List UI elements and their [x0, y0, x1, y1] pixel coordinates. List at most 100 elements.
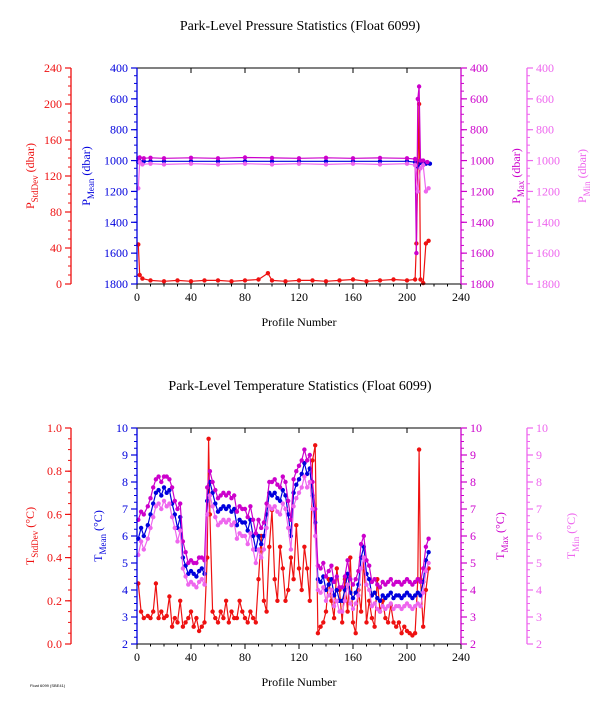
data-point-min	[294, 496, 299, 501]
y-tick-label: 7	[536, 502, 542, 516]
data-point-max	[326, 568, 331, 574]
x-tick-label: 240	[452, 290, 470, 304]
y-axis-label-stddev: TStdDev (°C)	[23, 507, 40, 565]
data-point-stddev	[369, 615, 375, 621]
data-point-mean	[183, 563, 188, 568]
data-point-max	[423, 544, 429, 549]
data-point-mean	[196, 568, 202, 574]
data-point-stddev	[159, 609, 164, 614]
data-point-stddev	[188, 279, 194, 284]
y-tick-label: 1800	[470, 277, 494, 291]
data-point-max	[323, 574, 329, 579]
data-point-mean	[318, 579, 323, 585]
data-point-mean	[286, 512, 291, 517]
data-point-stddev	[213, 615, 218, 621]
y-tick-label: 6	[536, 529, 542, 543]
data-point-max	[264, 501, 269, 506]
data-point-stddev	[402, 624, 407, 629]
data-point-mean	[167, 487, 172, 493]
data-point-max	[291, 477, 296, 482]
data-point-max	[396, 579, 402, 585]
data-point-max	[283, 479, 288, 485]
y-axis-label-stddev: PStdDev (dbar)	[23, 143, 40, 209]
data-point-mean	[372, 590, 377, 595]
data-point-max	[138, 509, 144, 514]
data-point-max	[164, 474, 169, 479]
data-point-max	[380, 579, 385, 585]
data-point-mean	[272, 490, 277, 495]
data-point-stddev	[377, 278, 383, 283]
data-point-mean	[172, 512, 177, 517]
data-point-min	[269, 506, 275, 512]
y-axis-label-mean: TMean (°C)	[91, 510, 108, 562]
data-point-stddev	[229, 609, 234, 614]
data-point-min	[396, 604, 402, 609]
data-point-mean	[234, 523, 240, 528]
data-point-min	[259, 555, 264, 560]
data-point-mean	[388, 590, 393, 595]
data-point-stddev	[164, 613, 169, 619]
data-point-max	[391, 582, 396, 587]
data-point-max	[169, 485, 175, 490]
data-point-mean	[402, 593, 407, 598]
y-tick-label: 1800	[536, 277, 560, 291]
data-point-stddev	[391, 277, 396, 282]
data-point-max	[318, 566, 323, 571]
data-point-max	[172, 498, 177, 504]
data-point-mean	[145, 523, 150, 528]
data-point-stddev	[348, 555, 353, 560]
data-point-min	[361, 555, 366, 560]
data-point-max	[375, 582, 380, 587]
y-axis-max: 2 3 4 5 6 7 8 9 10 TMax (°C)	[460, 421, 510, 651]
x-tick-label: 40	[185, 290, 197, 304]
data-point-stddev	[299, 587, 304, 593]
data-point-min	[402, 604, 407, 609]
data-point-mean	[283, 493, 288, 498]
x-axis-label: Profile Number	[262, 315, 337, 329]
y-tick-label: 1200	[104, 184, 128, 198]
data-point-max	[156, 474, 161, 479]
y-axis-label-min: TMin (°C)	[564, 513, 581, 559]
data-point-min	[299, 485, 304, 490]
data-point-stddev	[340, 620, 345, 625]
data-point-stddev	[280, 566, 285, 571]
y-tick-label: 5	[122, 556, 128, 570]
data-point-stddev	[334, 566, 339, 571]
data-point-mean	[194, 574, 199, 579]
y-tick-label: 160	[44, 133, 62, 147]
y-tick-label: 1000	[536, 154, 560, 168]
data-point-max	[416, 84, 422, 89]
data-point-mean	[210, 490, 215, 495]
y-tick-label: 1400	[104, 215, 128, 229]
data-point-mean	[345, 571, 350, 576]
data-point-mean	[156, 487, 161, 493]
data-point-max	[342, 574, 348, 579]
data-point-stddev	[215, 620, 221, 625]
data-point-mean	[237, 517, 242, 522]
data-point-mean	[377, 159, 383, 164]
y-axis-label-max: TMax (°C)	[493, 512, 510, 560]
data-point-min	[229, 523, 234, 528]
data-point-mean	[329, 577, 334, 582]
data-point-min	[415, 601, 420, 606]
data-point-min	[304, 485, 310, 490]
data-point-max	[385, 579, 391, 585]
data-point-min	[280, 501, 285, 506]
chart-pressure: Park-Level Pressure Statistics (Float 60…	[23, 19, 592, 329]
y-tick-label: 9	[122, 448, 128, 462]
data-point-stddev	[318, 624, 323, 629]
data-point-max	[353, 577, 358, 582]
data-point-max	[350, 582, 356, 587]
data-point-min	[256, 547, 261, 552]
data-point-mean	[159, 493, 164, 498]
data-point-min	[358, 566, 364, 571]
data-point-mean	[269, 159, 275, 164]
data-point-min	[345, 582, 350, 587]
data-point-stddev	[307, 598, 312, 603]
data-point-stddev	[256, 577, 261, 582]
data-point-stddev	[310, 458, 315, 463]
data-point-stddev	[394, 624, 399, 629]
data-point-mean	[141, 533, 146, 539]
series-line-max	[138, 86, 428, 254]
data-point-stddev	[226, 620, 231, 625]
